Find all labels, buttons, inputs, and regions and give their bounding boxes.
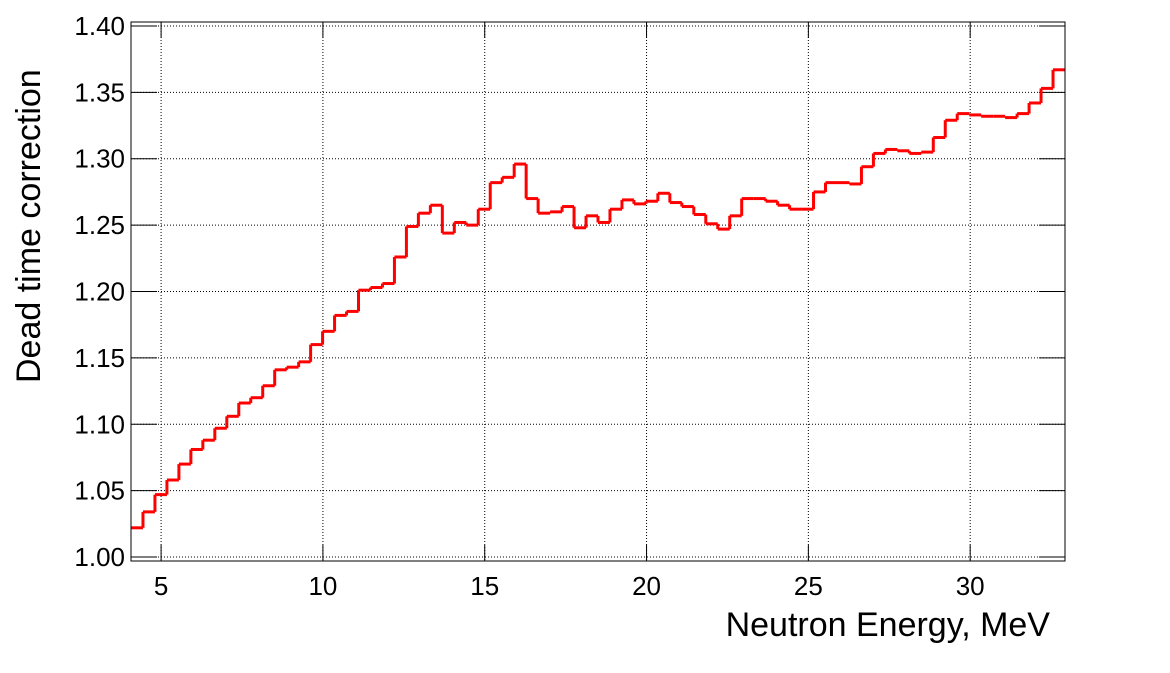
y-axis-title: Dead time correction (10, 69, 48, 383)
x-tick-label: 30 (956, 571, 985, 601)
y-tick-label: 1.35 (74, 77, 125, 107)
y-tick-label: 1.40 (74, 11, 125, 41)
plot-frame (130, 21, 1066, 562)
x-tick-label: 20 (632, 571, 661, 601)
y-tick-label: 1.00 (74, 542, 125, 572)
x-axis-title: Neutron Energy, MeV (726, 606, 1051, 644)
x-tick-label: 10 (308, 571, 337, 601)
x-tick-label: 15 (470, 571, 499, 601)
y-tick-label: 1.25 (74, 210, 125, 240)
x-tick-label: 5 (154, 571, 168, 601)
y-tick-label: 1.30 (74, 144, 125, 174)
x-tick-label: 25 (794, 571, 823, 601)
y-tick-label: 1.15 (74, 343, 125, 373)
y-tick-label: 1.20 (74, 277, 125, 307)
y-tick-label: 1.10 (74, 409, 125, 439)
y-tick-label: 1.05 (74, 476, 125, 506)
